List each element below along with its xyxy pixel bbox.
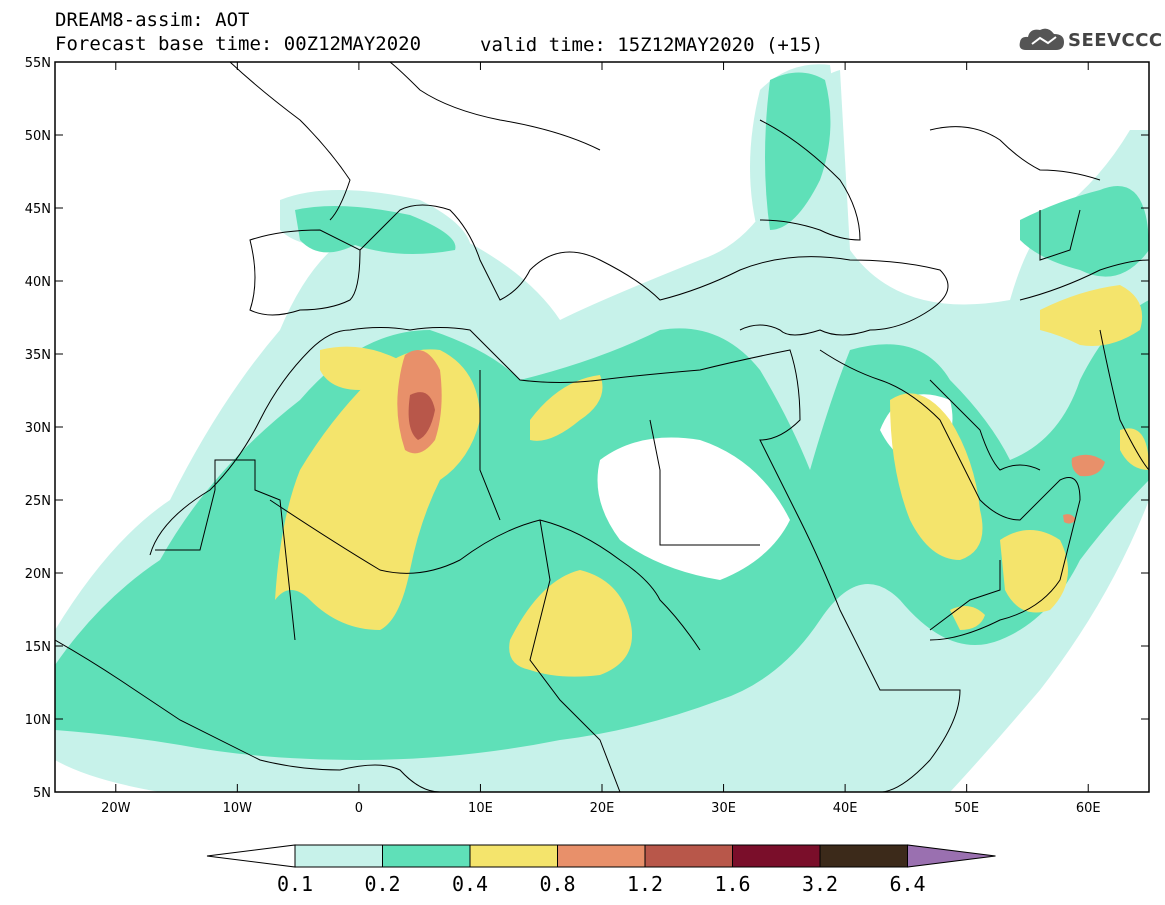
colorbar-level-label: 0.8 <box>539 872 575 896</box>
colorbar-level-label: 1.6 <box>714 872 750 896</box>
lat-tick-label: 5N <box>33 786 51 801</box>
aot-field <box>55 62 1149 792</box>
map-title: DREAM8-assim: AOT <box>55 9 250 31</box>
lat-tick-label: 30N <box>25 421 51 436</box>
lon-tick-label: 30E <box>711 801 736 816</box>
colorbar-level-label: 3.2 <box>802 872 838 896</box>
lon-tick-label: 10W <box>223 801 253 816</box>
colorbar-level-label: 6.4 <box>889 872 925 896</box>
lat-tick-label: 45N <box>25 202 51 217</box>
lon-tick-label: 60E <box>1076 801 1101 816</box>
lon-tick-label: 10E <box>468 801 493 816</box>
lat-tick-label: 40N <box>25 275 51 290</box>
lat-tick-label: 10N <box>25 713 51 728</box>
lat-tick-label: 25N <box>25 494 51 509</box>
lat-axis: 55N 50N 45N 40N 35N 30N 25N 20N 15N 10N 5N <box>25 56 1149 801</box>
colorbar-segment <box>294 844 383 868</box>
lon-tick-label: 20W <box>101 801 131 816</box>
cloud-logo-icon <box>1019 28 1064 50</box>
lon-tick-label: 0 <box>355 801 363 816</box>
colorbar: 0.1 0.2 0.4 0.8 1.2 1.6 3.2 6.4 <box>206 844 996 896</box>
colorbar-level-label: 0.2 <box>364 872 400 896</box>
colorbar-segment <box>382 844 471 868</box>
lat-tick-label: 55N <box>25 56 51 71</box>
aot-level-0.2 <box>55 300 1149 760</box>
lon-tick-label: 40E <box>833 801 858 816</box>
colorbar-level-label: 0.4 <box>452 872 488 896</box>
lat-tick-label: 50N <box>25 129 51 144</box>
lon-tick-label: 20E <box>590 801 615 816</box>
colorbar-level-label: 1.2 <box>627 872 663 896</box>
colorbar-segment <box>469 844 558 868</box>
lon-axis: 20W 10W 0 10E 20E 30E 40E 50E 60E <box>101 62 1101 816</box>
colorbar-segment <box>557 844 646 868</box>
colorbar-segment <box>732 844 821 868</box>
forecast-base-time: Forecast base time: 00Z12MAY2020 <box>55 33 422 55</box>
valid-time: valid time: 15Z12MAY2020 (+15) <box>480 34 824 56</box>
lat-tick-label: 20N <box>25 567 51 582</box>
lon-tick-label: 50E <box>954 801 979 816</box>
colorbar-segment <box>819 844 908 868</box>
lat-tick-label: 15N <box>25 640 51 655</box>
aot-level-1.2 <box>408 392 435 440</box>
colorbar-max-triangle <box>907 844 996 868</box>
lat-tick-label: 35N <box>25 348 51 363</box>
coastlines <box>55 62 1149 792</box>
logo-text: SEEVCCC <box>1068 30 1163 51</box>
colorbar-min-triangle <box>206 844 296 868</box>
colorbar-segment <box>644 844 733 868</box>
colorbar-level-label: 0.1 <box>277 872 313 896</box>
